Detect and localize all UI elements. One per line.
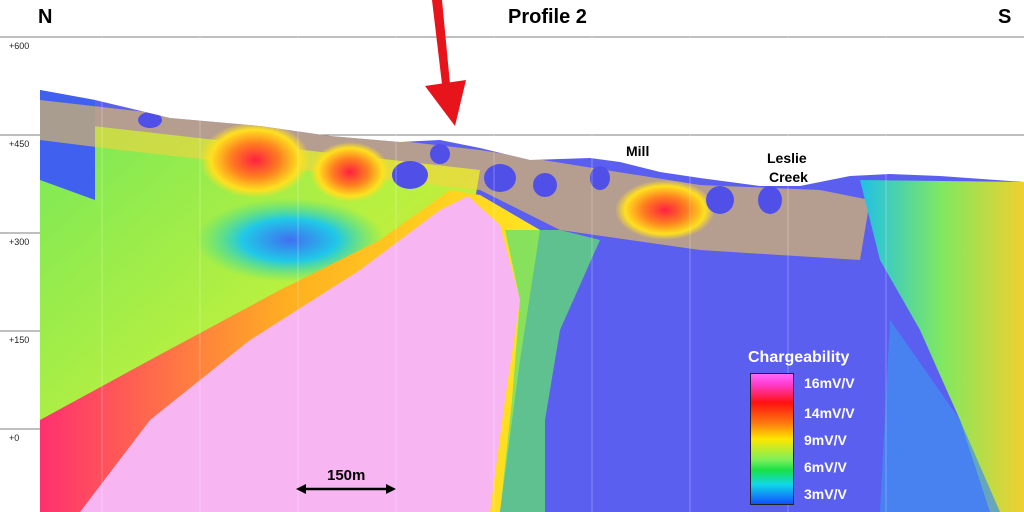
scale-bar-icon [296, 484, 396, 494]
creek-label-line2: Creek [769, 169, 808, 185]
mill-label: Mill [626, 143, 650, 159]
south-label: S [998, 6, 1012, 28]
north-label: N [38, 6, 53, 28]
elevation-label: +600 [9, 41, 30, 51]
legend-title: Chargeability [748, 349, 850, 366]
legend-label: 9mV/V [804, 432, 847, 448]
creek-label-line1: Leslie [767, 150, 807, 166]
legend-color-ramp [750, 373, 794, 505]
red-arrow-icon [425, 0, 466, 126]
legend-label: 14mV/V [804, 405, 855, 421]
legend-label: 3mV/V [804, 486, 847, 502]
elevation-label: +0 [9, 433, 20, 443]
legend-label: 6mV/V [804, 459, 847, 475]
scale-bar-label: 150m [327, 467, 366, 484]
legend-label: 16mV/V [804, 375, 855, 391]
elevation-label: +450 [9, 139, 30, 149]
profile-title: Profile 2 [508, 6, 587, 28]
chargeability-model [40, 90, 1024, 512]
elevation-label: +300 [9, 237, 30, 247]
elevation-label: +150 [9, 335, 30, 345]
